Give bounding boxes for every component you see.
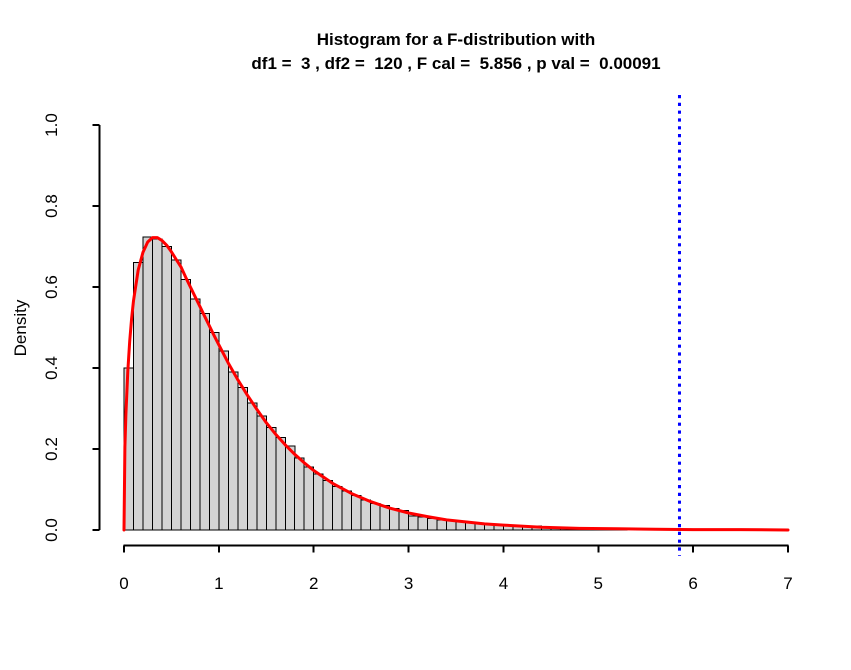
histogram-bar: [151, 238, 163, 531]
y-tick-label: 0.4: [42, 356, 61, 380]
x-tick-label: 3: [404, 574, 413, 593]
histogram-bar: [303, 466, 315, 531]
density-curve: [122, 236, 790, 532]
histogram-bar: [180, 279, 191, 531]
y-tick-label: 0.8: [42, 194, 61, 218]
histogram-bar: [351, 495, 362, 531]
histogram-bar: [161, 246, 172, 531]
histogram-bar: [170, 259, 182, 531]
histogram-bar: [341, 490, 353, 531]
histogram-bar: [142, 236, 153, 531]
x-tick-label: 4: [499, 574, 508, 593]
histogram-bar: [208, 331, 220, 531]
histogram-bar: [379, 505, 391, 531]
histogram-bar: [408, 515, 419, 531]
x-tick-label: 7: [783, 574, 792, 593]
histogram-bar: [370, 502, 381, 531]
histogram-bar: [256, 415, 267, 531]
histogram-bar: [246, 402, 258, 531]
histogram-bar: [332, 485, 343, 531]
histogram-bar: [237, 386, 248, 531]
histogram-bar: [436, 519, 448, 531]
y-tick-label: 1.0: [42, 113, 61, 137]
histogram-bar: [218, 350, 229, 531]
histogram-bar: [189, 298, 201, 531]
chart-title: Histogram for a F-distribution with: [316, 30, 596, 49]
y-tick-label: 0.2: [42, 437, 61, 461]
histogram-bar: [322, 480, 334, 531]
x-tick-label: 1: [214, 574, 223, 593]
x-tick-label: 5: [594, 574, 603, 593]
histogram-bars: [123, 236, 628, 531]
histogram-bar: [389, 508, 400, 531]
histogram-bar: [294, 457, 305, 531]
x-tick-label: 0: [119, 574, 128, 593]
y-tick-label: 0.6: [42, 275, 61, 299]
histogram-bar: [265, 427, 277, 531]
histogram-bar: [446, 520, 457, 531]
chart-subtitle: df1 = 3 , df2 = 120 , F cal = 5.856 , p …: [251, 54, 661, 73]
histogram-bar: [360, 499, 372, 531]
histogram-bar: [427, 517, 438, 531]
histogram-bar: [199, 312, 210, 531]
x-tick-label: 2: [309, 574, 318, 593]
histogram-bar: [132, 262, 144, 531]
x-tick-label: 6: [688, 574, 697, 593]
histogram-bar: [313, 473, 324, 531]
y-tick-label: 0.0: [42, 518, 61, 542]
histogram-bar: [417, 516, 429, 531]
histogram-bar: [227, 371, 239, 531]
x-axis: 0 1 2 3 4 5 6 7: [119, 544, 793, 593]
y-axis: 0.0 0.2 0.4 0.6 0.8 1.0: [42, 113, 101, 542]
histogram-bar: [284, 445, 296, 531]
histogram-bar: [275, 437, 286, 531]
